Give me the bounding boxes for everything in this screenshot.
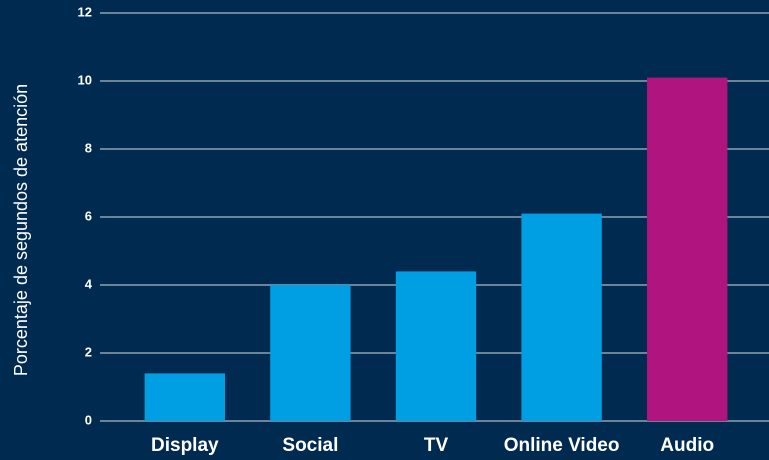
x-tick-label: Social	[282, 435, 338, 456]
y-tick-label: 4	[85, 276, 93, 291]
x-tick-label: TV	[424, 435, 449, 456]
y-tick-label: 0	[85, 412, 92, 427]
y-tick-label: 2	[85, 344, 92, 359]
bar	[395, 271, 477, 421]
x-tick-label: Display	[151, 435, 219, 456]
bar	[521, 213, 602, 421]
y-axis-label: Porcentaje de segundos de atención	[11, 84, 31, 376]
bar	[647, 77, 728, 421]
y-tick-label: 10	[78, 72, 92, 87]
bar	[144, 373, 225, 421]
bar	[270, 285, 351, 421]
y-tick-label: 8	[85, 140, 92, 155]
y-tick-label: 12	[78, 4, 92, 19]
x-tick-label: Online Video	[504, 435, 620, 456]
x-tick-label: Audio	[660, 435, 714, 456]
y-tick-label: 6	[85, 208, 92, 223]
